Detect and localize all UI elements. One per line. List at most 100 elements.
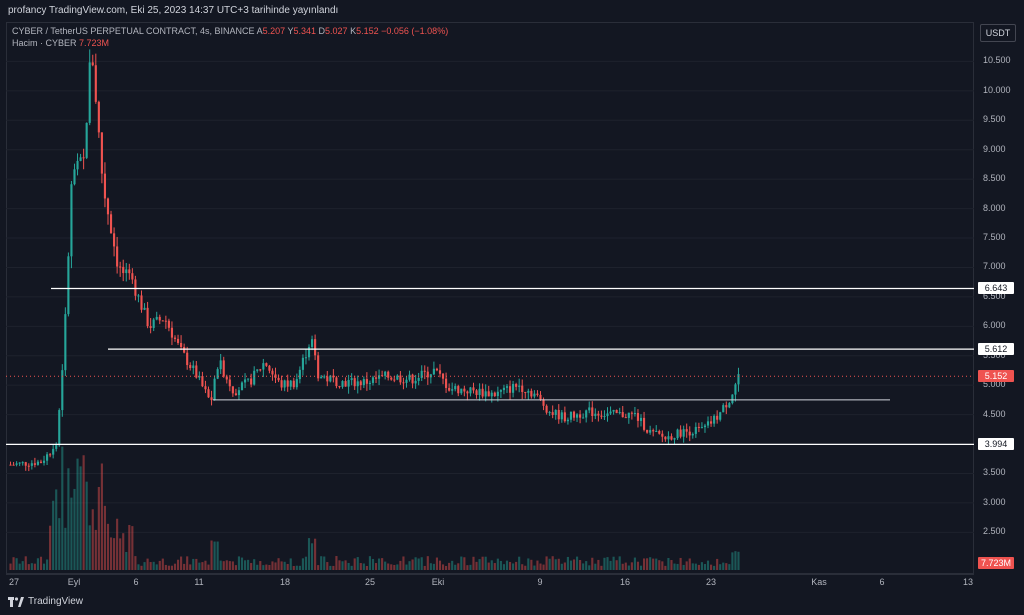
- volume-bar: [673, 563, 676, 570]
- volume-bar: [170, 565, 174, 570]
- volume-bar: [588, 565, 591, 570]
- time-tick-label: 18: [279, 577, 291, 587]
- volume-bar: [76, 458, 79, 570]
- volume-bar: [682, 564, 685, 570]
- candle-body: [588, 407, 591, 411]
- price-tick-label: 10.500: [983, 55, 1011, 66]
- candle-body: [545, 405, 548, 413]
- candle-body: [579, 414, 582, 418]
- candle-body: [356, 381, 359, 387]
- volume-bar: [317, 565, 320, 570]
- candle-body: [146, 307, 149, 327]
- candle-body: [180, 342, 183, 347]
- volume-bar: [569, 560, 573, 570]
- chart-pane[interactable]: [6, 22, 974, 574]
- time-tick-label: 9: [537, 577, 543, 587]
- volume-bar: [475, 561, 478, 570]
- time-tick-label: 6: [133, 577, 139, 587]
- candle-body: [149, 326, 152, 328]
- price-axis[interactable]: 10.500 10.000 9.500 9.000 8.500 8.000 7.500 7.0…: [975, 22, 1024, 574]
- candle-body: [414, 380, 417, 384]
- volume-bar: [216, 541, 219, 570]
- volume-bar: [353, 558, 356, 570]
- volume-bar: [548, 558, 551, 570]
- volume-bar: [460, 556, 463, 570]
- change-value: −0.056 (−1.08%): [381, 26, 449, 36]
- candle-body: [210, 397, 213, 401]
- volume-bar: [390, 564, 393, 570]
- volume-bar: [533, 565, 536, 570]
- candle-body: [445, 378, 448, 388]
- volume-bar: [679, 557, 682, 570]
- candle-body: [189, 365, 192, 369]
- time-axis[interactable]: 27 Eyl 6 11 18 25 Eki 9 16 23 Kas 6 13: [6, 574, 974, 589]
- volume-bar: [262, 565, 265, 570]
- volume-bar: [554, 559, 557, 570]
- volume-bar: [454, 564, 457, 570]
- candle-body: [61, 370, 64, 411]
- price-tick-label: 3.500: [983, 467, 1006, 478]
- candle-body: [33, 463, 36, 465]
- candle-body: [195, 365, 198, 378]
- volume-bar: [524, 565, 527, 570]
- candle-body: [649, 430, 652, 433]
- volume-bar: [161, 558, 164, 570]
- volume-bar: [566, 556, 569, 570]
- candle-body: [286, 380, 289, 387]
- price-chart[interactable]: [6, 22, 974, 574]
- volume-bar: [131, 526, 134, 570]
- candle-body: [152, 319, 155, 328]
- volume-bar: [247, 559, 250, 570]
- volume-bar: [344, 560, 347, 570]
- volume-bar: [408, 561, 411, 570]
- candle-body: [225, 376, 228, 380]
- candle-body: [706, 421, 710, 426]
- volume-bar: [688, 558, 691, 570]
- volume-bar: [670, 560, 673, 570]
- volume-bar: [256, 564, 259, 570]
- candle-body: [563, 412, 566, 422]
- candle-body: [618, 412, 621, 414]
- candle-body: [667, 436, 670, 440]
- volume-bar: [52, 500, 55, 570]
- candle-body: [682, 429, 685, 437]
- candle-body: [426, 371, 429, 378]
- volume-bar: [231, 561, 234, 570]
- candle-body: [36, 461, 40, 465]
- candle-body: [527, 390, 530, 393]
- volume-bar: [109, 537, 113, 570]
- volume-bar: [301, 558, 304, 570]
- volume-bar: [265, 564, 268, 570]
- volume-bar: [560, 563, 563, 570]
- time-tick-label: 16: [619, 577, 631, 587]
- candle-body: [566, 419, 569, 422]
- volume-bar: [639, 565, 643, 570]
- candle-body: [658, 431, 661, 434]
- candle-body: [70, 184, 73, 257]
- candle-body: [39, 461, 43, 463]
- candle-body: [304, 357, 308, 359]
- currency-button[interactable]: USDT: [980, 24, 1016, 42]
- candle-body: [137, 295, 140, 297]
- candle-body: [499, 390, 502, 392]
- volume-label: Hacim · CYBER: [12, 38, 77, 48]
- close-label: K: [350, 26, 357, 36]
- candle-body: [109, 214, 113, 234]
- volume-bar: [323, 556, 326, 570]
- volume-bar: [125, 551, 128, 570]
- volume-bar: [338, 560, 341, 570]
- open-value: 5.207: [262, 26, 286, 36]
- volume-bar: [652, 558, 655, 570]
- volume-bar: [469, 564, 472, 570]
- candle-body: [530, 390, 533, 397]
- candle-body: [131, 273, 134, 280]
- volume-bar: [304, 556, 308, 570]
- volume-bar: [697, 564, 700, 570]
- volume-bar: [189, 564, 192, 570]
- volume-bar: [378, 558, 381, 570]
- last-price-badge: 5.152: [978, 370, 1014, 383]
- volume-bar: [466, 565, 469, 570]
- candle-body: [703, 425, 707, 428]
- volume-bar: [655, 558, 658, 570]
- candle-body: [91, 62, 94, 66]
